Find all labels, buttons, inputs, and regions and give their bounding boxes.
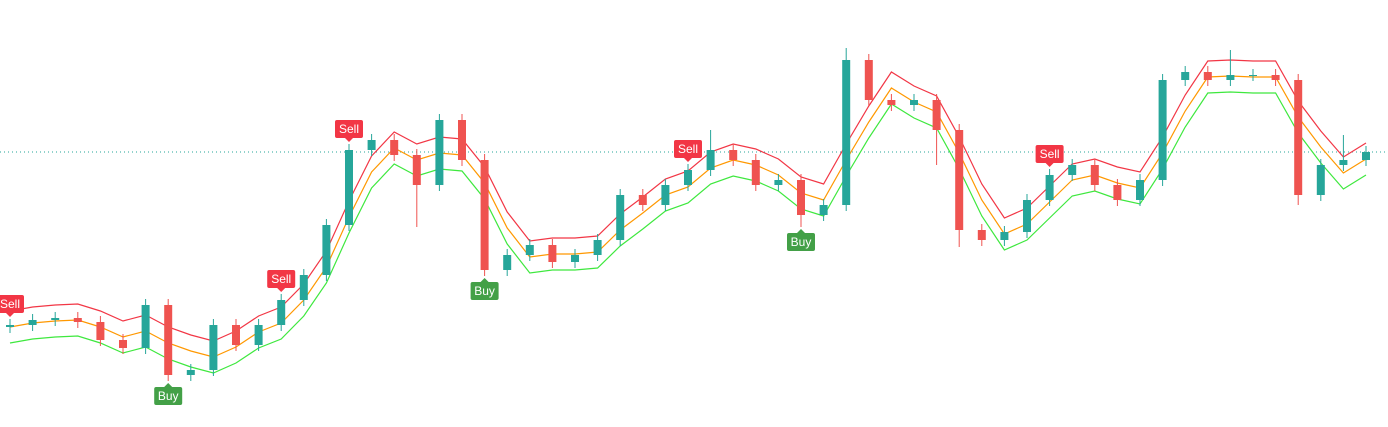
signal-pointer <box>277 288 286 292</box>
candle-body <box>458 120 466 160</box>
candle-body <box>819 205 828 215</box>
signal-box <box>267 270 296 288</box>
candle-body <box>1339 160 1348 165</box>
candle-body <box>96 322 105 340</box>
candle-body <box>1090 165 1099 185</box>
candle-body <box>1136 180 1144 200</box>
candle-body <box>616 195 625 240</box>
candle-body <box>932 100 941 130</box>
candle-body <box>232 325 240 345</box>
signal-box <box>335 120 363 138</box>
signal-pointer <box>1045 163 1054 167</box>
candle-body <box>910 100 918 105</box>
candle-body <box>864 60 873 100</box>
signal-box <box>674 140 702 158</box>
signal-text: Buy <box>791 235 812 249</box>
candle-body <box>209 325 218 370</box>
candle-body <box>1249 75 1257 76</box>
signal-label: Buy <box>154 383 183 405</box>
candle-body <box>141 305 150 348</box>
signal-text: Buy <box>474 284 495 298</box>
candle-body <box>480 160 489 270</box>
signal-label: Sell <box>674 140 702 162</box>
candle-body <box>1294 80 1303 195</box>
signal-box <box>470 282 499 300</box>
signal-pointer <box>684 158 692 162</box>
candle-body <box>1271 75 1280 80</box>
candle-body <box>1203 72 1212 80</box>
candle-body <box>729 150 738 160</box>
signal-pointer <box>164 383 173 387</box>
candle-body <box>1362 152 1370 160</box>
candle-body <box>73 318 82 322</box>
signal-text: Sell <box>271 272 291 286</box>
signal-label: Sell <box>1035 145 1064 167</box>
signal-text: Sell <box>678 142 698 156</box>
candle-body <box>28 320 37 325</box>
candle-body <box>797 180 805 215</box>
signal-text: Sell <box>0 297 20 311</box>
signal-label: Buy <box>470 278 499 300</box>
candle-body <box>751 160 760 185</box>
signal-pointer <box>797 229 805 233</box>
candle-body <box>6 325 14 327</box>
candle-body <box>390 140 399 155</box>
signal-label: Sell <box>0 295 24 317</box>
signal-text: Buy <box>158 389 179 403</box>
candle-body <box>1023 200 1031 232</box>
signal-label: Sell <box>335 120 363 142</box>
candle-body <box>1000 232 1009 240</box>
candle-body <box>706 150 715 170</box>
candle-body <box>525 245 534 255</box>
candle-body <box>412 155 421 185</box>
signal-pointer <box>480 278 489 282</box>
candle-body <box>684 170 692 185</box>
candle-body <box>299 275 308 300</box>
candle-body <box>955 130 964 230</box>
candle-body <box>119 340 127 348</box>
candle-body <box>571 255 579 262</box>
candle-body <box>254 325 263 345</box>
candle-body <box>367 140 376 150</box>
signal-label: Buy <box>787 229 815 251</box>
candle-body <box>503 255 512 270</box>
candle-body <box>774 180 783 185</box>
candle-body <box>435 120 444 185</box>
candle-body <box>1113 185 1122 200</box>
candle-body <box>842 60 851 205</box>
candle-body <box>164 305 173 375</box>
candle-body <box>1316 165 1325 195</box>
signal-text: Sell <box>1040 147 1060 161</box>
signal-box <box>0 295 24 313</box>
candle-body <box>1158 80 1167 180</box>
signal-text: Sell <box>339 122 359 136</box>
candle-body <box>661 185 670 205</box>
signal-pointer <box>345 138 353 142</box>
candle-body <box>1226 75 1235 80</box>
candle-body <box>1181 72 1190 80</box>
signal-box <box>787 233 815 251</box>
candle-body <box>887 100 896 105</box>
candle-body <box>345 150 353 225</box>
candle-body <box>51 318 60 320</box>
candle-body <box>186 370 195 375</box>
signal-box <box>1035 145 1064 163</box>
candle-body <box>548 245 557 262</box>
candle-body <box>277 300 286 325</box>
signal-label: Sell <box>267 270 296 292</box>
candle-body <box>322 225 331 275</box>
candle-body <box>1045 175 1054 200</box>
candle-body <box>977 230 986 240</box>
signal-box <box>154 387 183 405</box>
candle-body <box>593 240 602 255</box>
signal-pointer <box>6 313 14 317</box>
candle-body <box>1068 165 1077 175</box>
candle-body <box>638 195 647 205</box>
